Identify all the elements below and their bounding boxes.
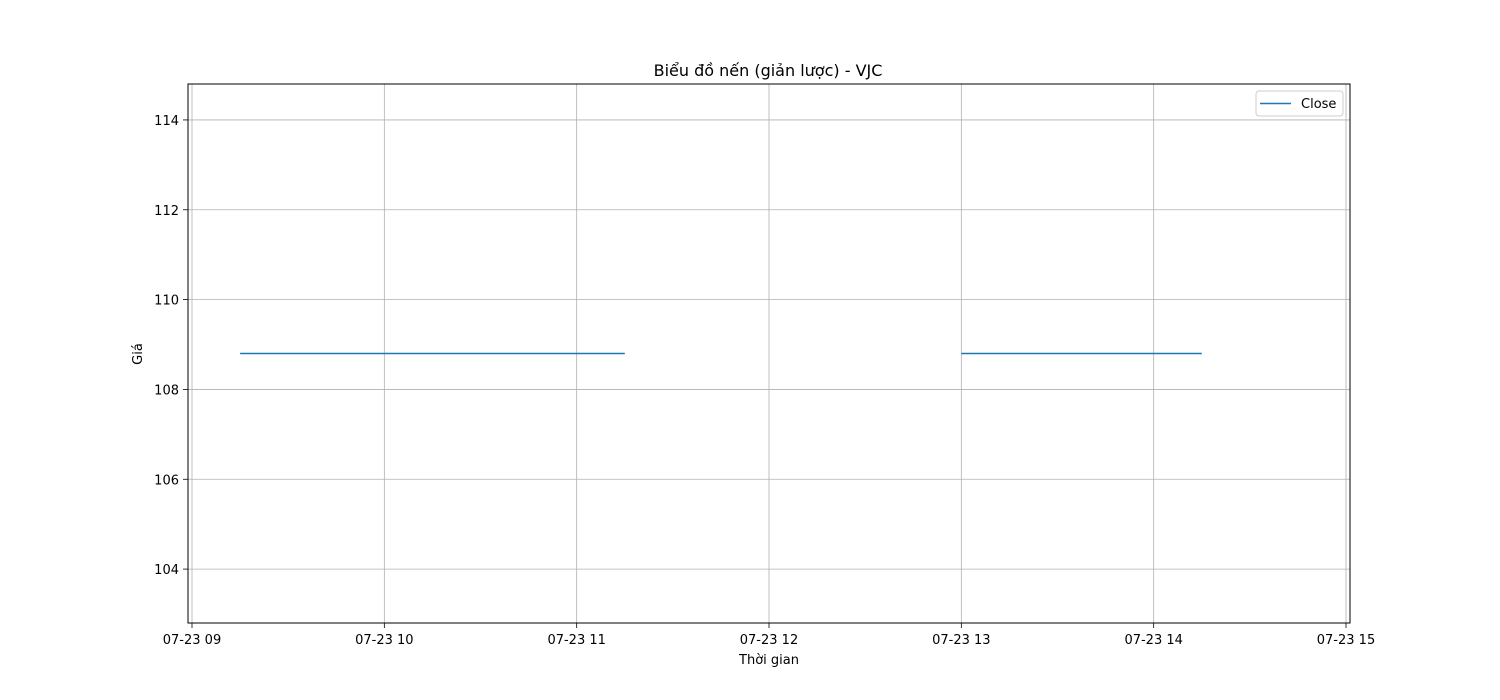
y-tick-label: 104 bbox=[154, 563, 179, 578]
x-tick-label: 07-23 14 bbox=[1124, 633, 1182, 648]
legend-label: Close bbox=[1301, 97, 1336, 112]
x-tick-label: 07-23 11 bbox=[547, 633, 605, 648]
plot-frame bbox=[187, 83, 1351, 624]
legend-box bbox=[1255, 90, 1344, 117]
x-axis-label: Thời gian bbox=[738, 653, 799, 668]
legend: Close bbox=[1255, 90, 1344, 117]
y-tick-label: 106 bbox=[154, 473, 179, 488]
y-tick-label: 108 bbox=[154, 383, 179, 398]
x-tick-label: 07-23 12 bbox=[740, 633, 798, 648]
y-axis-label: Giá bbox=[131, 343, 146, 365]
y-tick-label: 110 bbox=[154, 294, 179, 309]
x-tick-label: 07-23 09 bbox=[163, 633, 221, 648]
y-tick-label: 114 bbox=[154, 114, 179, 129]
x-tick-label: 07-23 10 bbox=[355, 633, 413, 648]
x-tick-label: 07-23 15 bbox=[1317, 633, 1375, 648]
x-tick-label: 07-23 13 bbox=[932, 633, 990, 648]
y-tick-label: 112 bbox=[154, 204, 179, 219]
axes: 07-23 09 07-23 10 07-23 11 07-23 12 07-23 13… bbox=[154, 83, 1375, 648]
chart-title: Biểu đồ nến (giản lược) - VJC bbox=[654, 61, 883, 80]
